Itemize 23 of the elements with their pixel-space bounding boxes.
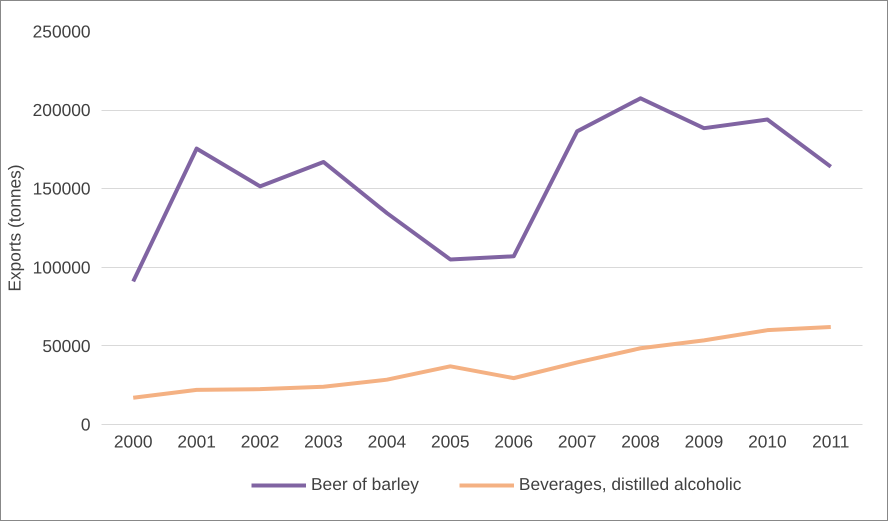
- y-tick-label: 200000: [32, 100, 91, 120]
- y-axis-title: Exports (tonnes): [4, 164, 25, 292]
- x-tick-label: 2008: [621, 432, 660, 452]
- y-tick-label: 100000: [32, 257, 91, 278]
- y-tick-label: 50000: [42, 336, 90, 356]
- y-tick-label: 250000: [32, 22, 91, 42]
- x-tick-label: 2011: [812, 432, 850, 452]
- x-tick-label: 2009: [684, 432, 724, 452]
- line-series: [131, 96, 833, 284]
- y-tick-label: 0: [80, 414, 91, 434]
- x-tick-label: 2005: [431, 432, 470, 452]
- x-tick-label: 2006: [494, 432, 533, 452]
- x-tick-label: 2001: [177, 432, 216, 452]
- line-series: [131, 325, 833, 400]
- legend-label: Beer of barley: [311, 474, 419, 495]
- x-tick-label: 2000: [114, 432, 152, 452]
- x-tick-label: 2002: [240, 432, 280, 452]
- x-tick-label: 2003: [304, 432, 343, 452]
- y-tick-label: 150000: [32, 178, 91, 199]
- x-tick-label: 2004: [368, 432, 407, 452]
- x-tick-label: 2007: [558, 432, 596, 452]
- legend-label: Beverages, distilled alcoholic: [518, 474, 742, 495]
- x-tick-label: 2010: [748, 432, 787, 452]
